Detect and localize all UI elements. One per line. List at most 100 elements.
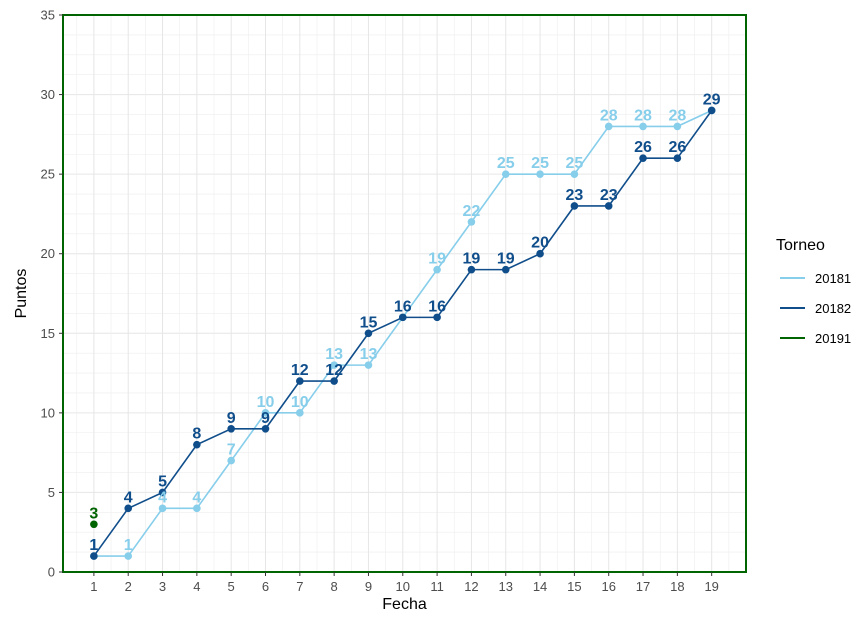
data-label-20182: 20 — [531, 235, 549, 252]
x-tick-label: 4 — [193, 579, 200, 594]
x-tick-label: 16 — [601, 579, 615, 594]
data-point-20182 — [193, 440, 201, 449]
data-point-20181 — [261, 409, 270, 417]
data-point-20182 — [570, 202, 579, 210]
data-label-20181: 7 — [227, 442, 236, 459]
data-point-20182 — [501, 265, 510, 274]
data-label-20181: 25 — [531, 155, 549, 172]
data-label-20182: 15 — [360, 314, 378, 331]
data-label-20181: 19 — [428, 251, 446, 268]
x-tick-label: 6 — [262, 579, 269, 594]
data-label-20181: 1 — [89, 537, 98, 554]
data-label-20182: 23 — [565, 187, 583, 204]
x-tick-label: 10 — [396, 579, 410, 594]
y-tick-label: 15 — [41, 326, 55, 341]
y-tick-label: 10 — [41, 405, 55, 420]
legend: Torneo 20181 20182 20191 — [776, 237, 851, 346]
x-tick-label: 13 — [499, 579, 513, 594]
data-point-20182 — [673, 154, 682, 163]
data-point-20182 — [467, 265, 476, 274]
data-label-20182: 16 — [394, 298, 412, 315]
y-tick-label: 30 — [41, 87, 55, 102]
x-tick-label: 5 — [228, 579, 235, 594]
x-tick-label: 12 — [464, 579, 478, 594]
data-label-20191: 3 — [89, 505, 98, 522]
data-label-20181: 28 — [634, 107, 652, 124]
data-label-20182: 19 — [463, 251, 481, 268]
x-tick-label: 15 — [567, 579, 581, 594]
data-point-20182 — [604, 202, 613, 210]
data-label-20182: 5 — [158, 473, 167, 490]
data-point-20181 — [570, 170, 579, 178]
data-point-20182 — [158, 488, 167, 497]
data-label-20182: 9 — [227, 410, 236, 427]
legend-label-20181: 20181 — [815, 271, 851, 286]
data-point-20181 — [296, 409, 304, 417]
x-tick-label: 1 — [90, 579, 97, 594]
data-point-20181 — [124, 552, 133, 560]
x-tick-label: 17 — [636, 579, 650, 594]
data-label-20182: 26 — [634, 139, 652, 156]
data-label-20182: 12 — [325, 362, 343, 379]
data-label-20182: 8 — [192, 426, 201, 443]
data-label-20182: 19 — [497, 251, 515, 268]
data-label-20182: 4 — [124, 489, 133, 506]
x-tick-label: 8 — [331, 579, 338, 594]
data-label-20182: 12 — [291, 362, 309, 379]
x-axis-ticks: 1 2 3 4 5 6 7 8 9 10 11 12 13 14 15 16 17 18 19 — [90, 572, 719, 594]
y-tick-label: 35 — [41, 8, 55, 23]
data-point-20182 — [433, 313, 441, 322]
data-point-20182 — [90, 552, 98, 560]
y-axis-ticks: 0 5 10 15 20 25 30 35 — [41, 8, 63, 580]
data-point-20181 — [364, 361, 373, 369]
data-label-20182: 29 — [703, 91, 721, 108]
data-point-20181 — [536, 170, 544, 178]
data-label-20181: 28 — [600, 107, 618, 124]
data-point-20182 — [227, 424, 235, 433]
data-label-20181: 4 — [192, 489, 201, 506]
data-label-20181: 13 — [325, 346, 343, 363]
data-point-20181 — [158, 504, 167, 513]
data-point-20181 — [193, 504, 201, 513]
data-point-20182 — [296, 377, 304, 385]
data-point-20181 — [604, 122, 613, 131]
x-tick-label: 3 — [159, 579, 166, 594]
data-point-20181 — [330, 361, 338, 369]
data-label-20181: 4 — [158, 489, 167, 506]
y-tick-label: 25 — [41, 167, 55, 182]
data-point-20182 — [536, 249, 544, 258]
x-tick-label: 7 — [296, 579, 303, 594]
legend-label-20191: 20191 — [815, 331, 851, 346]
data-point-20181 — [433, 265, 441, 274]
y-tick-label: 5 — [48, 485, 55, 500]
data-point-20181 — [639, 122, 647, 131]
data-point-20182 — [707, 106, 716, 115]
data-label-20181: 28 — [668, 107, 686, 124]
x-tick-label: 11 — [430, 579, 444, 594]
y-tick-label: 0 — [48, 565, 55, 580]
x-tick-label: 19 — [704, 579, 718, 594]
data-label-20181: 10 — [291, 394, 309, 411]
data-label-20182: 1 — [89, 537, 98, 554]
x-tick-label: 14 — [533, 579, 547, 594]
data-label-20181: 25 — [565, 155, 583, 172]
data-label-20181: 22 — [463, 203, 481, 220]
data-label-20181: 10 — [257, 394, 275, 411]
data-point-20181 — [673, 122, 682, 131]
x-tick-label: 2 — [125, 579, 132, 594]
data-label-20182: 26 — [668, 139, 686, 156]
data-label-20182: 16 — [428, 298, 446, 315]
data-point-20182 — [639, 154, 647, 163]
data-point-20191 — [90, 520, 98, 529]
legend-label-20182: 20182 — [815, 301, 851, 316]
data-point-20181 — [501, 170, 510, 178]
y-tick-label: 20 — [41, 246, 55, 261]
series-layer — [90, 106, 716, 560]
data-label-20181: 25 — [497, 155, 515, 172]
data-point-20182 — [261, 424, 270, 433]
data-point-20182 — [398, 313, 407, 322]
legend-title: Torneo — [776, 237, 825, 254]
x-tick-label: 9 — [365, 579, 372, 594]
